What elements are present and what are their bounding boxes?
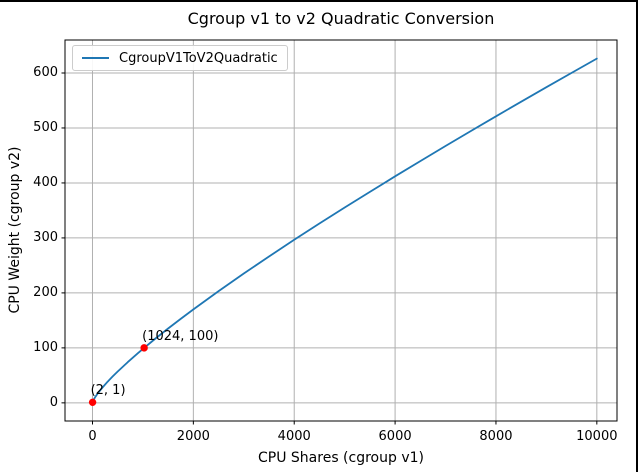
y-tick-label: 0 bbox=[49, 394, 58, 410]
y-tick-label: 600 bbox=[33, 64, 58, 80]
data-point-marker bbox=[140, 344, 148, 352]
point-annotation: (1024, 100) bbox=[142, 328, 219, 344]
x-tick-label: 0 bbox=[88, 429, 97, 444]
y-tick-label: 300 bbox=[33, 229, 58, 245]
window-border-top bbox=[0, 0, 638, 2]
y-tick-label: 500 bbox=[33, 119, 58, 135]
window-border-right bbox=[636, 0, 638, 472]
data-point-marker bbox=[88, 398, 97, 407]
legend-entry-label: CgroupV1ToV2Quadratic bbox=[119, 50, 278, 66]
series-line bbox=[91, 57, 598, 404]
x-axis-label: CPU Shares (cgroup v1) bbox=[258, 450, 424, 466]
y-tick-label: 400 bbox=[33, 174, 58, 190]
y-axis-label: CPU Weight (cgroup v2) bbox=[7, 146, 23, 314]
legend: CgroupV1ToV2Quadratic bbox=[72, 45, 288, 71]
x-tick-label: 8000 bbox=[479, 429, 513, 444]
x-tick-label: 2000 bbox=[176, 429, 210, 444]
chart-title: Cgroup v1 to v2 Quadratic Conversion bbox=[187, 9, 495, 28]
x-tick-label: 10000 bbox=[576, 429, 618, 444]
y-tick-label: 200 bbox=[33, 284, 58, 300]
legend-line-icon bbox=[82, 57, 109, 59]
x-tick-label: 4000 bbox=[277, 429, 311, 444]
axes-spines bbox=[64, 39, 618, 422]
x-tick-label: 6000 bbox=[378, 429, 412, 444]
y-tick-label: 100 bbox=[33, 339, 58, 355]
point-annotation: (2, 1) bbox=[90, 383, 126, 399]
